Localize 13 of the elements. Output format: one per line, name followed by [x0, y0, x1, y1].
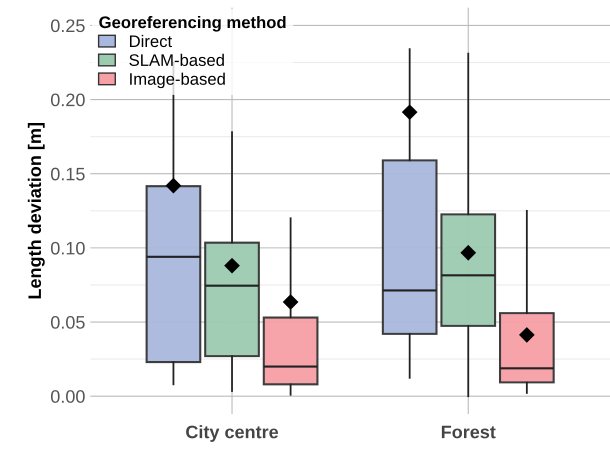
y-axis-title: Length deviation [m] — [28, 123, 45, 298]
y-tick-label: 0.00 — [50, 390, 85, 403]
legend-label: Direct — [130, 34, 172, 48]
y-tick-label: 0.25 — [50, 19, 85, 32]
legend-label: SLAM-based — [129, 54, 224, 66]
x-tick-label: Forest — [442, 426, 496, 438]
legend-label: Image-based — [130, 72, 225, 88]
y-tick-label: 0.10 — [50, 242, 85, 255]
x-tick-label: City centre — [186, 425, 278, 442]
y-tick-label: 0.20 — [50, 94, 85, 106]
y-tick-label: 0.05 — [50, 316, 85, 329]
legend-title: Georeferencing method — [99, 16, 286, 32]
y-tick-label: 0.15 — [50, 168, 85, 180]
